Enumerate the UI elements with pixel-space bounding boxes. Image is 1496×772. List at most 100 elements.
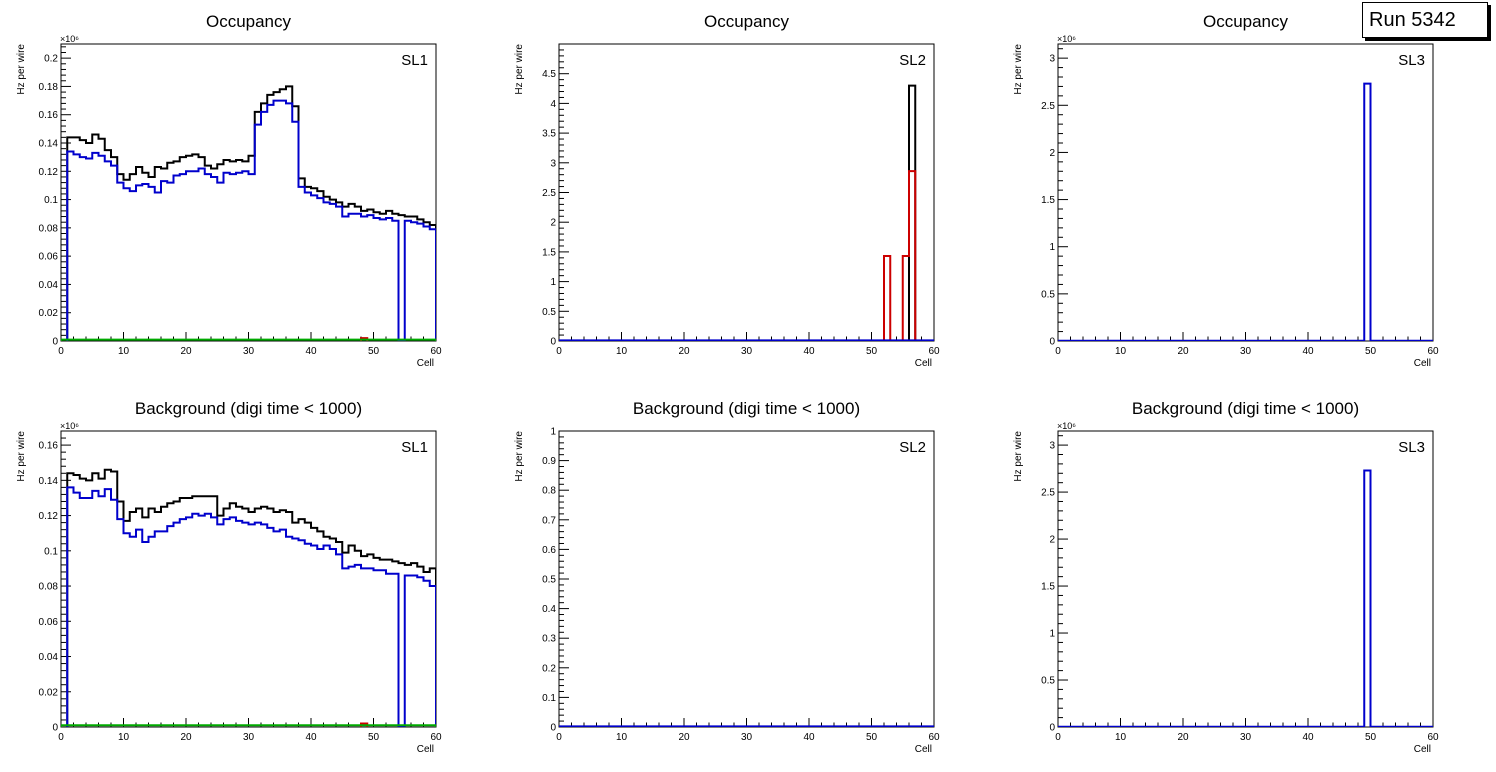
x-tick-label: 0 — [556, 732, 562, 743]
y-tick-label: 0.5 — [1041, 289, 1055, 300]
x-tick-label: 0 — [58, 732, 64, 743]
y-axis-label: Hz per wire — [514, 44, 525, 95]
panel-title: Background (digi time < 1000) — [1132, 399, 1359, 418]
y-axis-label: Hz per wire — [514, 431, 525, 482]
panel-title: Occupancy — [704, 12, 790, 31]
x-tick-label: 40 — [305, 346, 317, 357]
y-tick-label: 0.08 — [39, 582, 59, 593]
x-tick-label: 40 — [803, 732, 815, 743]
y-tick-label: 0.18 — [39, 82, 59, 93]
panel-title: Occupancy — [206, 12, 292, 31]
y-tick-label: 1 — [550, 277, 556, 288]
x-tick-label: 30 — [1240, 732, 1252, 743]
x-tick-label: 20 — [1177, 732, 1189, 743]
y-tick-label: 1.5 — [1041, 582, 1055, 593]
y-tick-label: 2.5 — [1041, 488, 1055, 499]
y-tick-label: 0 — [52, 337, 58, 348]
series-blue-histogram — [1058, 82, 1433, 341]
x-tick-label: 60 — [430, 732, 442, 743]
superlayer-label: SL3 — [1398, 52, 1425, 69]
y-tick-label: 0.9 — [542, 456, 556, 467]
x-tick-label: 30 — [1240, 346, 1252, 357]
x-axis-label: Cell — [915, 744, 932, 755]
y-axis-label: Hz per wire — [1013, 431, 1024, 482]
y-tick-label: 0.4 — [542, 604, 556, 615]
x-tick-label: 40 — [1302, 346, 1314, 357]
x-axis-label: Cell — [1414, 744, 1431, 755]
y-tick-label: 1 — [1049, 242, 1055, 253]
y-tick-label: 1.5 — [542, 247, 556, 258]
x-tick-label: 60 — [928, 346, 940, 357]
x-tick-label: 10 — [118, 732, 130, 743]
y-tick-label: 2 — [550, 218, 556, 229]
x-tick-label: 0 — [1055, 732, 1061, 743]
y-tick-label: 0.04 — [39, 652, 59, 663]
x-tick-label: 30 — [243, 732, 255, 743]
series-blue-histogram — [66, 99, 436, 341]
y-tick-label: 0.16 — [39, 110, 59, 121]
run-label: Run 5342 — [1362, 2, 1488, 38]
superlayer-label: SL1 — [401, 439, 428, 456]
x-tick-label: 20 — [180, 346, 192, 357]
x-tick-label: 40 — [803, 346, 815, 357]
x-axis-label: Cell — [1414, 358, 1431, 369]
x-tick-label: 10 — [118, 346, 130, 357]
x-tick-label: 20 — [678, 346, 690, 357]
series-red-histogram — [883, 170, 917, 341]
x-axis-label: Cell — [417, 744, 434, 755]
x-tick-label: 40 — [1302, 732, 1314, 743]
x-tick-label: 20 — [1177, 346, 1189, 357]
superlayer-label: SL2 — [899, 439, 926, 456]
y-exponent-label: ×10⁶ — [1057, 421, 1076, 431]
plot-frame — [60, 43, 437, 342]
x-tick-label: 20 — [678, 732, 690, 743]
plot-frame — [558, 43, 935, 342]
y-tick-label: 0.12 — [39, 167, 59, 178]
y-tick-label: 0.2 — [44, 54, 58, 65]
x-tick-label: 10 — [616, 346, 628, 357]
y-tick-label: 0 — [550, 337, 556, 348]
superlayer-label: SL2 — [899, 52, 926, 69]
y-tick-label: 0.1 — [542, 693, 556, 704]
plot-frame — [1057, 43, 1434, 342]
y-tick-label: 0.5 — [542, 307, 556, 318]
y-tick-label: 3 — [1049, 441, 1055, 452]
series-green-histogram — [61, 338, 436, 341]
y-tick-label: 0.16 — [39, 441, 59, 452]
x-tick-label: 40 — [305, 732, 317, 743]
y-tick-label: 2 — [1049, 148, 1055, 159]
panel-title: Background (digi time < 1000) — [135, 399, 362, 418]
y-tick-label: 0.06 — [39, 617, 59, 628]
x-axis-label: Cell — [417, 358, 434, 369]
x-tick-label: 30 — [243, 346, 255, 357]
x-tick-label: 0 — [556, 346, 562, 357]
y-exponent-label: ×10⁶ — [60, 34, 79, 44]
y-tick-label: 0.5 — [542, 575, 556, 586]
y-tick-label: 0.8 — [542, 486, 556, 497]
panel-1: Occupancy 0 10 20 30 40 50 60 0 0.02 0.04 0.06 0.08 0… — [16, 12, 442, 369]
y-tick-label: 1 — [550, 427, 556, 438]
y-tick-label: 1.5 — [1041, 195, 1055, 206]
superlayer-label: SL3 — [1398, 439, 1425, 456]
plot-frame — [1057, 430, 1434, 728]
y-tick-label: 0.14 — [39, 139, 59, 150]
x-tick-label: 20 — [180, 732, 192, 743]
panel-title: Background (digi time < 1000) — [633, 399, 860, 418]
x-tick-label: 50 — [368, 732, 380, 743]
series-total-histogram — [66, 468, 436, 727]
y-tick-label: 0.06 — [39, 252, 59, 263]
x-tick-label: 60 — [1427, 346, 1439, 357]
panel-2: Occupancy 0 10 20 30 40 50 60 0 0.5 1 1.5 2 2.5 3 3.5 4 4… — [514, 12, 940, 369]
y-axis-label: Hz per wire — [1013, 44, 1024, 95]
y-tick-label: 0.1 — [44, 195, 58, 206]
y-axis-label: Hz per wire — [16, 431, 27, 482]
y-tick-label: 0.04 — [39, 280, 59, 291]
panel-title: Occupancy — [1203, 12, 1289, 31]
y-tick-label: 0 — [52, 723, 58, 734]
x-tick-label: 50 — [866, 732, 878, 743]
x-tick-label: 30 — [741, 346, 753, 357]
series-blue-histogram — [66, 486, 436, 727]
x-tick-label: 50 — [1365, 346, 1377, 357]
y-tick-label: 2.5 — [1041, 101, 1055, 112]
